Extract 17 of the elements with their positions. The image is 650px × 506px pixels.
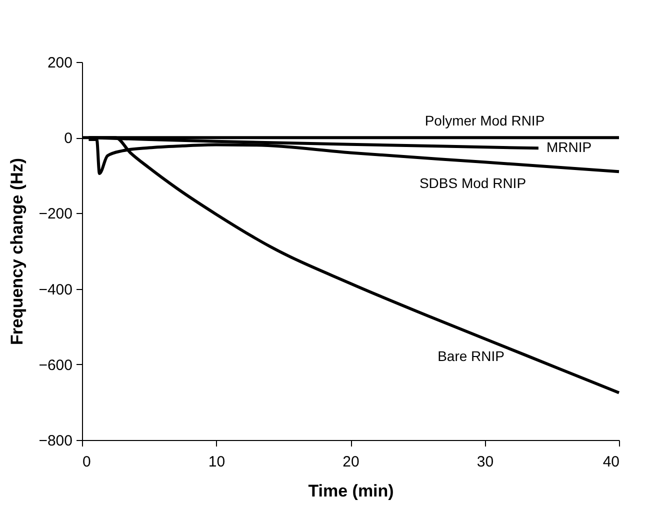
series-label: Polymer Mod RNIP [424, 112, 545, 129]
x-tick-label: 20 [342, 454, 360, 470]
series-label: SDBS Mod RNIP [419, 175, 526, 192]
x-axis-title: Time (min) [308, 482, 394, 500]
y-tick-label: 0 [64, 130, 72, 148]
x-tick-label: 10 [208, 454, 226, 470]
x-tick-label: 40 [602, 454, 620, 470]
x-tick-label: 30 [476, 454, 494, 470]
series-label: Bare RNIP [438, 348, 505, 364]
y-tick-label: −200 [38, 206, 72, 223]
series-label: MRNIP [546, 139, 592, 156]
x-tick-label: 0 [82, 454, 91, 470]
y-tick-label: −400 [38, 281, 72, 298]
y-tick-label: 200 [47, 54, 72, 72]
y-axis-title: Frequency change (Hz) [8, 158, 27, 346]
y-tick-label: −600 [38, 356, 72, 374]
y-tick-label: −800 [38, 432, 72, 450]
